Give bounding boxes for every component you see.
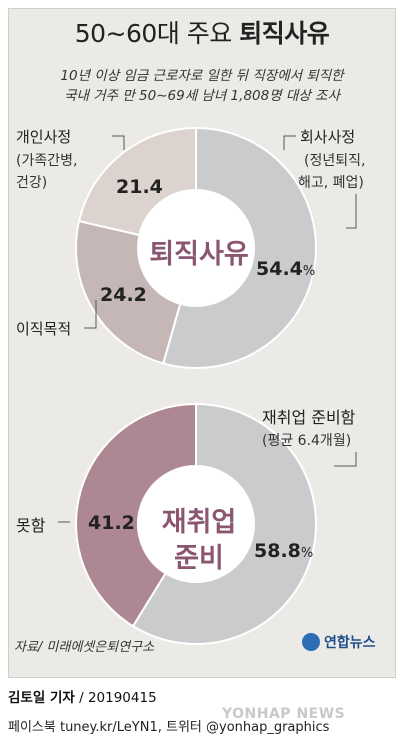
leader-job-change	[84, 300, 97, 329]
leader-company	[283, 135, 296, 150]
value-reemploy-yes-number: 58.8	[254, 540, 301, 562]
title-bold: 퇴직사유	[239, 19, 330, 48]
value-company-number: 54.4	[256, 258, 303, 280]
label-reemploy-yes: 재취업 준비함	[262, 408, 356, 427]
donut1-hole	[138, 190, 254, 306]
page-title: 50∼60대 주요 퇴직사유	[0, 14, 404, 50]
value-reemploy-yes-unit: %	[300, 546, 314, 561]
byline: 김토일 기자 / 20190415	[8, 686, 157, 706]
label-job-change: 이직목적	[16, 320, 72, 338]
value-personal: 21.4	[116, 176, 163, 198]
subtitle-line-1: 10년 이상 임금 근로자로 일한 뒤 직장에서 퇴직한	[60, 68, 344, 84]
subtitle-line-2: 국내 거주 만 50∼69세 남녀 1,808명 대상 조사	[64, 88, 340, 104]
yonhap-logo: 연합뉴스	[302, 632, 376, 652]
leader-personal	[112, 135, 125, 150]
label-personal-detail-2: 건강)	[16, 175, 48, 191]
leader-lines	[58, 135, 357, 523]
label-company-detail-2: 해고, 폐업)	[298, 175, 364, 191]
label-company: 회사사정	[300, 128, 356, 146]
value-company-unit: %	[302, 264, 316, 279]
leader-reemploy-yes	[334, 452, 357, 467]
social-links: 페이스북 tuney.kr/LeYN1, 트위터 @yonhap_graphic…	[8, 720, 330, 735]
byline-date: / 20190415	[74, 690, 157, 706]
donut2-center-label-2: 준비	[174, 543, 224, 574]
donut2-hole	[138, 466, 254, 582]
donut-chart-retirement-reasons	[75, 126, 317, 369]
donut1-center-label: 퇴직사유	[149, 239, 249, 270]
byline-name: 김토일 기자	[8, 690, 75, 706]
value-reemploy-yes: 58.8%	[254, 540, 313, 562]
value-job-change: 24.2	[100, 284, 147, 306]
label-reemploy-yes-detail: (평균 6.4개월)	[262, 433, 352, 449]
logo-circle-icon	[302, 633, 320, 651]
donut-chart-reemployment-prep	[75, 402, 317, 645]
source-note: 자료/ 미래에셋은퇴연구소	[14, 640, 155, 655]
label-reemploy-no: 못함	[16, 516, 46, 535]
watermark: YONHAP NEWS	[222, 706, 346, 722]
title-prefix: 50∼60대 주요	[74, 19, 240, 48]
value-company: 54.4%	[256, 258, 315, 280]
label-company-detail-1: (정년퇴직,	[304, 153, 366, 169]
leader-company-2	[346, 194, 357, 229]
donut2-center-label-1: 재취업	[161, 507, 237, 538]
label-personal-detail-1: (가족간병,	[16, 153, 78, 169]
value-reemploy-no: 41.2	[88, 512, 135, 534]
logo-text: 연합뉴스	[324, 635, 376, 651]
label-personal: 개인사정	[16, 128, 72, 146]
